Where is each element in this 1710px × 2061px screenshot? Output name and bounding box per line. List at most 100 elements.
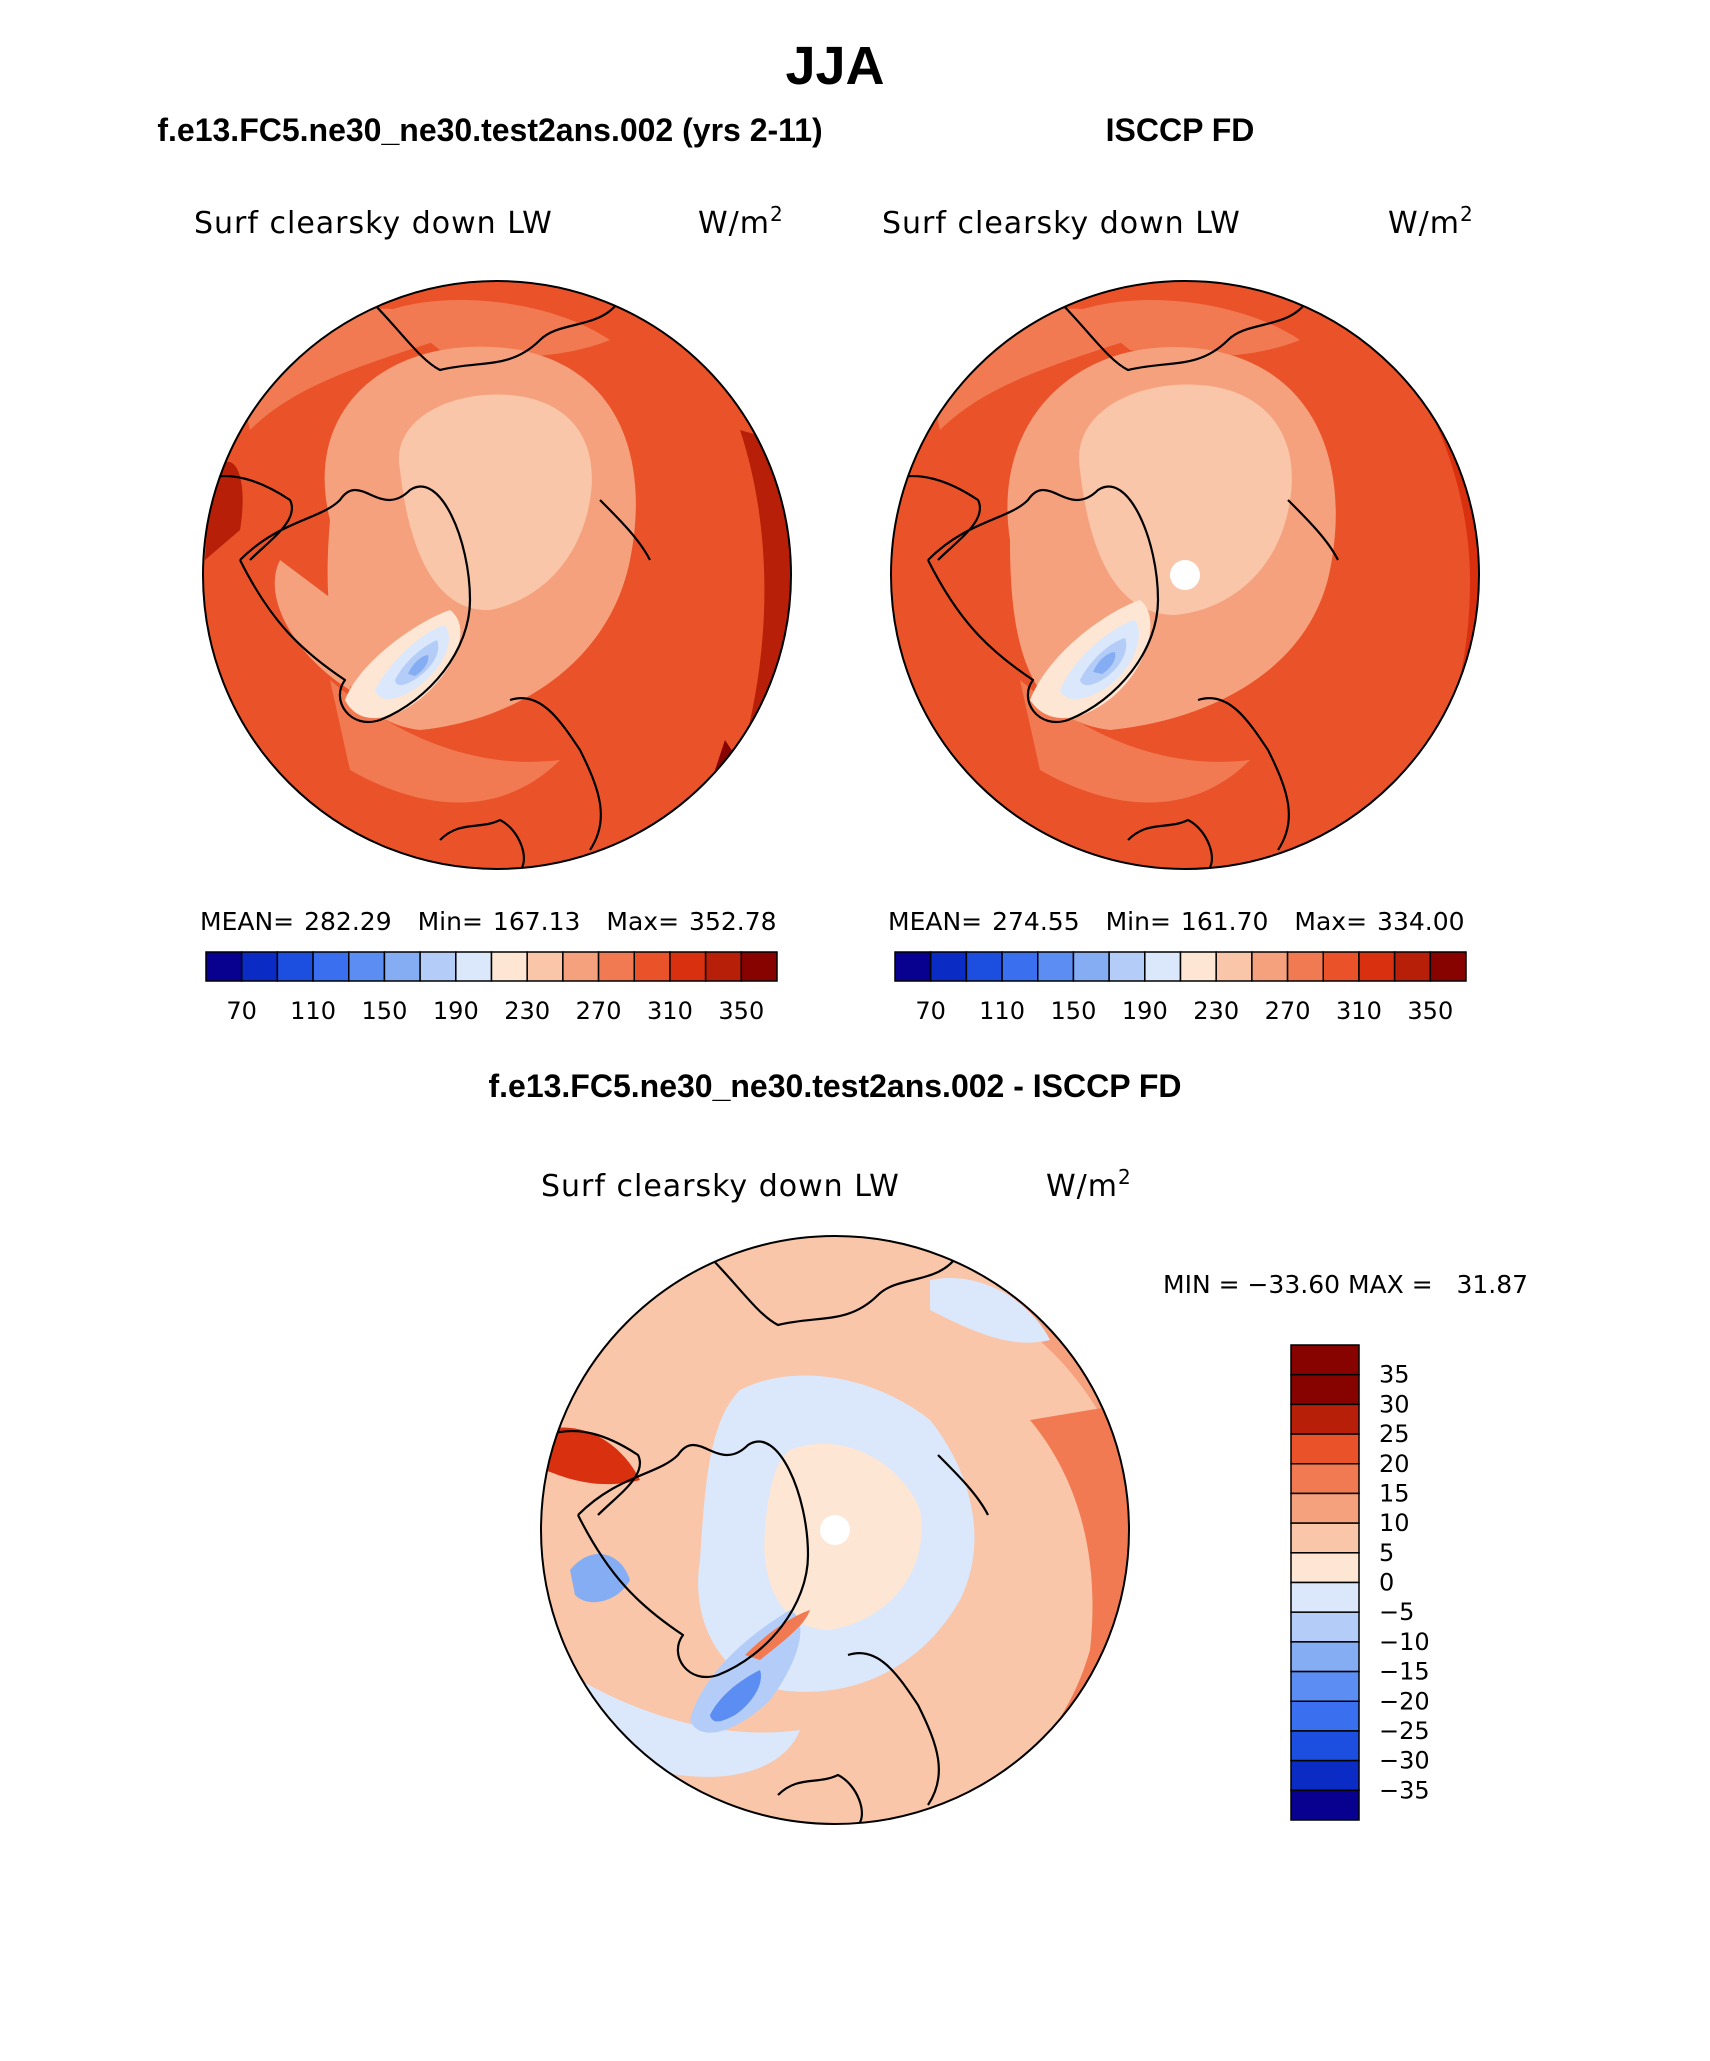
colorbar-tick-label: 70: [915, 997, 946, 1025]
units-superscript: 2: [1460, 202, 1474, 226]
colorbar-tick-label: 10: [1379, 1509, 1410, 1537]
colorbar-tick-label: 0: [1379, 1569, 1394, 1597]
min-value: 161.70: [1181, 907, 1268, 936]
diff-cool-region: [930, 1278, 1050, 1343]
coastline: [239, 485, 472, 723]
colorbar-swatch: [1290, 1373, 1360, 1406]
model-panel-title: f.e13.FC5.ne30_ne30.test2ans.002 (yrs 2-…: [157, 112, 822, 148]
colorbar-swatch: [1290, 1611, 1360, 1643]
colorbar-tick-label: 190: [1122, 997, 1168, 1025]
map-warm-region: [1080, 300, 1300, 357]
units-text: W/m: [698, 206, 770, 241]
colorbar-swatch: [633, 951, 671, 982]
max-value: 334.00: [1377, 907, 1464, 936]
obs-map-border: [890, 280, 1480, 870]
model-colorbar: [205, 951, 778, 982]
colorbar-swatch: [1393, 951, 1432, 982]
colorbar-swatch: [205, 951, 243, 982]
colorbar-tick-label: 110: [290, 997, 336, 1025]
colorbar-swatch: [1290, 1759, 1360, 1792]
mean-label: MEAN=: [888, 907, 982, 936]
coastline: [439, 818, 525, 869]
colorbar-tick-label: 30: [1379, 1390, 1410, 1418]
obs-polar-map: [891, 281, 1479, 869]
mean-value: 274.55: [992, 907, 1079, 936]
colorbar-tick-label: 350: [718, 997, 764, 1025]
colorbar-swatch: [1290, 1433, 1360, 1465]
colorbar-swatch: [1290, 1403, 1360, 1435]
coastline: [777, 1773, 863, 1824]
coastline: [1127, 818, 1213, 869]
colorbar-swatch: [740, 951, 778, 982]
colorbar-tick-label: −35: [1379, 1776, 1430, 1804]
colorbar-tick-label: −25: [1379, 1717, 1430, 1745]
colorbar-tick-label: −30: [1379, 1747, 1430, 1775]
colorbar-swatch: [1108, 951, 1146, 982]
model-stats: MEAN= 282.29 Min= 167.13 Max= 352.78: [200, 907, 777, 936]
map-arctic-core: [398, 394, 592, 611]
missing-data-pole: [820, 1515, 850, 1545]
mean-value: 282.29: [304, 907, 391, 936]
colorbar-tick-label: 110: [979, 997, 1025, 1025]
colorbar-tick-label: 15: [1379, 1479, 1410, 1507]
model-polar-map: [203, 281, 791, 869]
colorbar-swatch: [669, 951, 707, 982]
map-arctic-core: [1079, 384, 1292, 615]
diff-greenland-strong-cool: [710, 1670, 761, 1722]
colorbar-swatch: [455, 951, 493, 982]
colorbar-tick-label: −15: [1379, 1658, 1430, 1686]
colorbar-tick-label: 25: [1379, 1420, 1410, 1448]
colorbar-tick-label: 5: [1379, 1539, 1394, 1567]
map-hot-region: [740, 430, 791, 780]
colorbar-swatch: [348, 951, 386, 982]
colorbar-tick-label: 270: [1265, 997, 1311, 1025]
coastline: [927, 485, 1160, 723]
diff-canada-cool: [570, 1553, 630, 1603]
coastline: [1197, 697, 1290, 851]
difference-units-label: W/m2: [1046, 1165, 1132, 1204]
max-value: 352.78: [689, 907, 776, 936]
colorbar-swatch: [1290, 1552, 1360, 1584]
colorbar-tick-label: 70: [226, 997, 257, 1025]
coastline: [1287, 499, 1339, 561]
colorbar-tick-label: 20: [1379, 1450, 1410, 1478]
colorbar-swatch: [704, 951, 743, 982]
colorbar-swatch: [276, 951, 314, 982]
colorbar-swatch: [1251, 951, 1289, 982]
colorbar-swatch: [1215, 951, 1253, 982]
colorbar-tick-label: 150: [362, 997, 408, 1025]
units-superscript: 2: [770, 202, 784, 226]
coastline: [599, 499, 651, 561]
season-title: JJA: [785, 36, 884, 96]
map-greenland-min: [1093, 652, 1116, 674]
obs-panel-title: ISCCP FD: [1106, 112, 1255, 148]
coastline: [547, 1430, 641, 1516]
colorbar-swatch: [929, 951, 968, 982]
obs-variable-label: Surf clearsky down LW: [882, 206, 1241, 241]
model-variable-label: Surf clearsky down LW: [194, 206, 553, 241]
colorbar-swatch: [1290, 1522, 1360, 1554]
map-warm-region: [390, 300, 610, 357]
obs-stats: MEAN= 274.55 Min= 161.70 Max= 334.00: [888, 907, 1465, 936]
difference-colorbar: [1290, 1344, 1360, 1821]
colorbar-tick-label: −5: [1379, 1598, 1414, 1626]
coastline: [1057, 299, 1309, 372]
max-label: Max=: [606, 907, 679, 936]
obs-units-label: W/m2: [1388, 202, 1474, 241]
colorbar-swatch: [1290, 1581, 1360, 1613]
obs-colorbar-ticks: 70 110 150 190 230 270 310 350: [915, 997, 1453, 1025]
map-mid-ring: [274, 560, 360, 690]
colorbar-tick-label: 150: [1051, 997, 1097, 1025]
colorbar-swatch: [965, 951, 1003, 982]
colorbar-tick-label: 270: [576, 997, 622, 1025]
coastline: [509, 697, 602, 851]
colorbar-swatch: [240, 951, 279, 982]
difference-title: f.e13.FC5.ne30_ne30.test2ans.002 - ISCCP…: [488, 1068, 1181, 1104]
colorbar-tick-label: −10: [1379, 1628, 1430, 1656]
colorbar-swatch: [1290, 1700, 1360, 1732]
colorbar-swatch: [1290, 1344, 1360, 1376]
obs-colorbar: [894, 951, 1467, 982]
colorbar-swatch: [383, 951, 421, 982]
colorbar-swatch: [597, 951, 635, 982]
min-label: Min=: [418, 907, 483, 936]
